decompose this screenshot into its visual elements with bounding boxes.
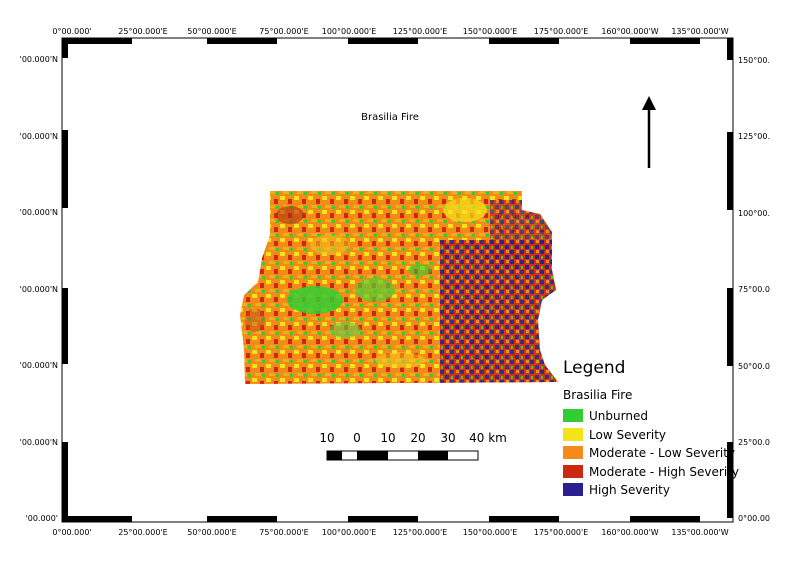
- legend-item: High Severity: [563, 483, 670, 497]
- legend-item: Low Severity: [563, 428, 666, 442]
- bottom-label: 100°00.000'E: [322, 528, 377, 537]
- bottom-label: 75°00.000'E: [259, 528, 308, 537]
- scale-label: 0: [353, 431, 361, 445]
- scale-bar: 10 0 10 20 30 40 km: [319, 431, 507, 461]
- legend-swatch: [563, 465, 583, 478]
- right-label: 25°00.0: [738, 438, 770, 447]
- top-label: 50°00.000'E: [187, 27, 236, 36]
- top-label: 135°00.000'W: [671, 27, 728, 36]
- legend-item: Unburned: [563, 409, 648, 423]
- bottom-label: 0°00.000': [52, 528, 91, 537]
- top-label: 100°00.000'E: [322, 27, 377, 36]
- scale-label: 40 km: [469, 431, 507, 445]
- right-label: 150°00.: [738, 56, 770, 65]
- legend-item: Moderate - Low Severity: [563, 446, 735, 460]
- legend-swatch: [563, 446, 583, 459]
- bottom-border: [62, 516, 700, 522]
- top-label: 150°00.000'E: [463, 27, 518, 36]
- legend-swatch: [563, 409, 583, 422]
- left-labels: '00.000'N '00.000'N '00.000'N '00.000'N …: [20, 55, 58, 523]
- top-label: 0°00.000': [52, 27, 91, 36]
- legend-swatch: [563, 428, 583, 441]
- left-label: '00.000'N: [20, 132, 58, 141]
- left-label: '00.000'N: [20, 208, 58, 217]
- legend-label: Moderate - High Severity: [589, 465, 739, 479]
- bottom-label: 125°00.000'E: [393, 528, 448, 537]
- left-label: '00.000'N: [20, 361, 58, 370]
- left-border: [62, 38, 68, 516]
- right-label: 100°00.: [738, 209, 770, 218]
- legend-label: Moderate - Low Severity: [589, 446, 735, 460]
- legend-label: Unburned: [589, 409, 648, 423]
- right-border: [727, 38, 733, 518]
- scale-label: 10: [380, 431, 395, 445]
- bottom-label: 160°00.000'W: [601, 528, 658, 537]
- bottom-label: 175°00.000'E: [534, 528, 589, 537]
- right-label: 75°00.0: [738, 285, 770, 294]
- top-labels: 0°00.000' 25°00.000'E 50°00.000'E 75°00.…: [52, 27, 728, 36]
- left-label: '00.000'N: [20, 285, 58, 294]
- legend-layer-name: Brasilia Fire: [563, 388, 632, 402]
- bottom-label: 25°00.000'E: [118, 528, 167, 537]
- scale-label: 30: [440, 431, 455, 445]
- burn-severity-raster: [240, 191, 558, 384]
- north-arrow-icon: [642, 96, 656, 168]
- right-label: 0°00.00: [738, 514, 770, 523]
- right-label: 50°00.0: [738, 362, 770, 371]
- right-labels: 150°00. 125°00. 100°00. 75°00.0 50°00.0 …: [738, 56, 770, 523]
- map-title: Brasilia Fire: [361, 112, 419, 123]
- bottom-label: 135°00.000'W: [671, 528, 728, 537]
- bottom-label: 50°00.000'E: [187, 528, 236, 537]
- top-label: 125°00.000'E: [393, 27, 448, 36]
- legend-title: Legend: [563, 358, 625, 378]
- top-label: 175°00.000'E: [534, 27, 589, 36]
- legend-item: Moderate - High Severity: [563, 465, 739, 479]
- scale-label: 10: [319, 431, 334, 445]
- legend-label: High Severity: [589, 483, 670, 497]
- left-label: '00.000'N: [20, 438, 58, 447]
- top-label: 25°00.000'E: [118, 27, 167, 36]
- legend: Legend Brasilia Fire Unburned Low Severi…: [563, 358, 739, 497]
- top-border: [62, 38, 700, 44]
- right-label: 125°00.: [738, 132, 770, 141]
- top-label: 160°00.000'W: [601, 27, 658, 36]
- left-label: '00.000': [26, 514, 58, 523]
- bottom-label: 150°00.000'E: [463, 528, 518, 537]
- bottom-labels: 0°00.000' 25°00.000'E 50°00.000'E 75°00.…: [52, 528, 728, 537]
- left-label: '00.000'N: [20, 55, 58, 64]
- legend-swatch: [563, 483, 583, 496]
- scale-label: 20: [410, 431, 425, 445]
- legend-label: Low Severity: [589, 428, 666, 442]
- top-label: 75°00.000'E: [259, 27, 308, 36]
